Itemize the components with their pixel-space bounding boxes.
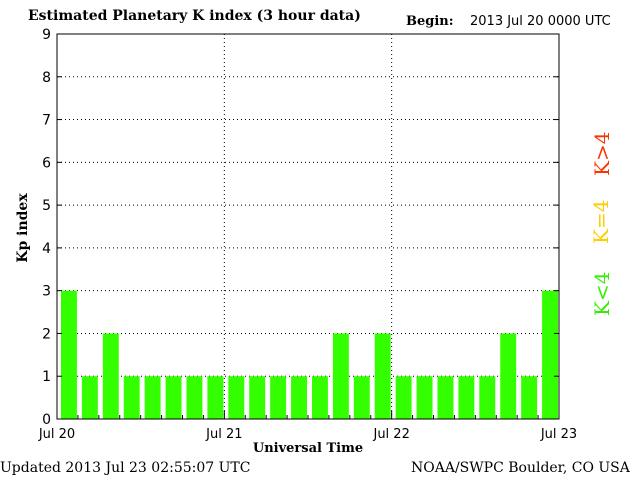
x-tick-label: Jul 22 bbox=[372, 427, 409, 442]
x-tick-label: Jul 20 bbox=[38, 427, 75, 442]
y-tick-label: 8 bbox=[42, 70, 51, 86]
legend-k-equal-4: K=4 bbox=[589, 199, 613, 244]
source-credit: NOAA/SWPC Boulder, CO USA bbox=[411, 460, 630, 476]
chart-title: Estimated Planetary K index (3 hour data… bbox=[28, 8, 361, 24]
kp-bar bbox=[165, 376, 182, 419]
y-axis-label: Kp index bbox=[15, 193, 31, 263]
y-axis-ticks: 0 1 2 3 4 5 6 7 8 9 bbox=[42, 27, 559, 428]
kp-bar bbox=[102, 333, 119, 419]
legend-k-greater-4: K>4 bbox=[590, 131, 614, 176]
y-tick-label: 3 bbox=[42, 284, 51, 300]
y-tick-label: 9 bbox=[42, 27, 51, 43]
kp-bar bbox=[228, 376, 245, 419]
plot-frame bbox=[56, 33, 560, 420]
kp-bar bbox=[144, 376, 161, 419]
y-tick-label: 1 bbox=[42, 369, 51, 385]
kp-bar bbox=[332, 333, 349, 419]
kp-bar bbox=[500, 333, 517, 419]
kp-bar bbox=[416, 376, 433, 419]
y-tick-label: 5 bbox=[42, 198, 51, 214]
x-axis-ticks: Jul 20 Jul 21 Jul 22 Jul 23 bbox=[38, 411, 577, 442]
kp-bar bbox=[437, 376, 454, 419]
x-tick-label: Jul 21 bbox=[205, 427, 242, 442]
kp-bar bbox=[270, 376, 287, 419]
y-tick-label: 2 bbox=[42, 326, 51, 342]
kp-bar bbox=[395, 376, 412, 419]
kp-bar bbox=[123, 376, 140, 419]
kp-bar bbox=[207, 376, 224, 419]
kp-bar bbox=[479, 376, 496, 419]
kp-bar bbox=[249, 376, 266, 419]
y-tick-label: 7 bbox=[42, 113, 51, 129]
kp-bar bbox=[291, 376, 307, 419]
y-tick-label: 6 bbox=[42, 155, 51, 171]
bars bbox=[61, 290, 558, 419]
y-tick-label: 0 bbox=[42, 412, 51, 428]
kp-bar bbox=[521, 376, 538, 419]
kp-bar bbox=[186, 376, 203, 419]
kp-bar bbox=[374, 333, 391, 419]
begin-value: 2013 Jul 20 0000 UTC bbox=[470, 14, 611, 29]
y-tick-label: 4 bbox=[42, 241, 51, 257]
x-axis-label: Universal Time bbox=[253, 441, 363, 456]
kp-bar bbox=[458, 376, 475, 419]
begin-label: Begin: bbox=[406, 14, 454, 29]
kp-bar bbox=[61, 290, 77, 419]
kp-bar bbox=[81, 376, 98, 419]
grid-lines bbox=[57, 34, 559, 419]
legend-k-less-4: K<4 bbox=[590, 271, 614, 316]
updated-timestamp: Updated 2013 Jul 23 02:55:07 UTC bbox=[0, 460, 251, 476]
kp-bar bbox=[312, 376, 328, 419]
kp-bar bbox=[353, 376, 370, 419]
x-tick-label: Jul 23 bbox=[540, 427, 577, 442]
kp-bar bbox=[542, 290, 558, 419]
